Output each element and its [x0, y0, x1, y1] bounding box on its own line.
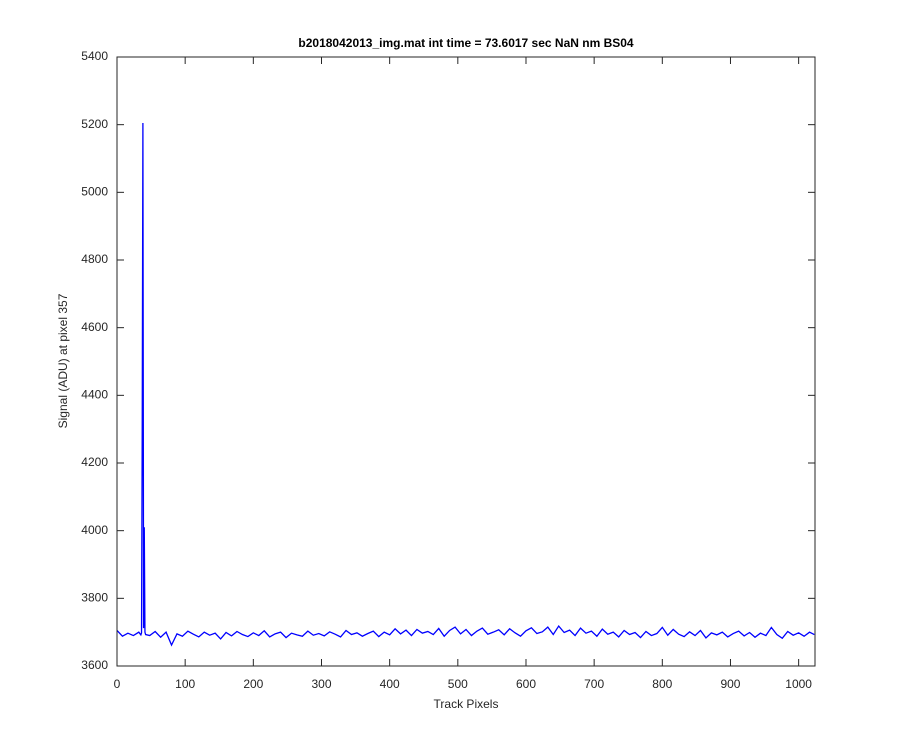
y-tick-label: 5400 [81, 49, 108, 63]
y-tick-label: 4000 [81, 523, 108, 537]
x-tick-label: 400 [380, 677, 400, 691]
y-tick-label: 4800 [81, 252, 108, 266]
x-tick-label: 200 [243, 677, 263, 691]
y-tick-label: 4600 [81, 320, 108, 334]
x-tick-label: 500 [448, 677, 468, 691]
y-tick-label: 5200 [81, 117, 108, 131]
x-tick-label: 300 [311, 677, 331, 691]
x-tick-label: 0 [114, 677, 121, 691]
y-tick-label: 3600 [81, 658, 108, 672]
x-tick-label: 1000 [785, 677, 812, 691]
x-tick-label: 100 [175, 677, 195, 691]
x-tick-label: 800 [652, 677, 672, 691]
chart-title: b2018042013_img.mat int time = 73.6017 s… [298, 36, 634, 50]
x-axis-label: Track Pixels [434, 697, 499, 711]
x-tick-label: 700 [584, 677, 604, 691]
x-tick-label: 600 [516, 677, 536, 691]
y-tick-label: 5000 [81, 185, 108, 199]
y-tick-label: 4400 [81, 388, 108, 402]
plot-frame [116, 56, 816, 667]
x-tick-label: 900 [720, 677, 740, 691]
y-tick-label: 4200 [81, 455, 108, 469]
y-axis-label: Signal (ADU) at pixel 357 [56, 293, 70, 428]
data-line [116, 122, 815, 647]
y-tick-label: 3800 [81, 591, 108, 605]
